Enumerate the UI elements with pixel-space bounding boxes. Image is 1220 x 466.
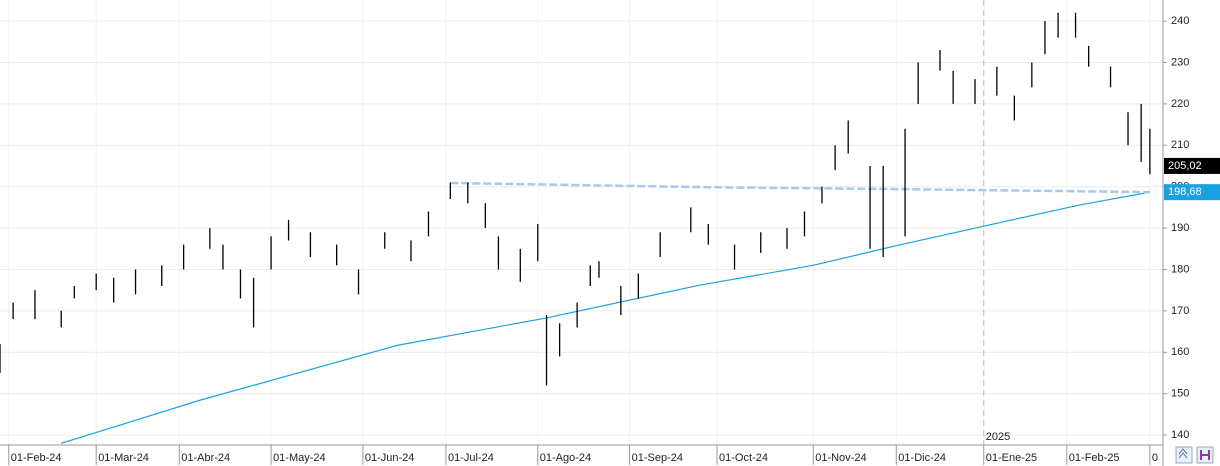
x-tick-label: 01-Jul-24 [448,452,494,464]
y-tick-label: 230 [1171,56,1189,68]
x-tick-label: 01-May-24 [273,452,326,464]
x-tick-label: 01-Jun-24 [365,452,415,464]
zoom-icon [1178,448,1188,459]
moving-average-line [61,191,1150,444]
y-tick-label: 220 [1171,98,1189,110]
y-tick-label: 190 [1171,222,1189,234]
h-icon [1200,450,1210,460]
year-label: 2025 [986,431,1010,443]
price-label-box [1164,157,1220,174]
price-label: 205,02 [1168,160,1202,172]
x-tick-label: 01-Sep-24 [632,452,683,464]
x-tick-label: 01-Oct-24 [719,452,768,464]
y-tick-label: 240 [1171,15,1189,27]
y-tick-label: 210 [1171,139,1189,151]
price-label-box [1164,184,1220,201]
x-tick-label: 01-Ago-24 [540,452,591,464]
x-tick-label: 01-Feb-25 [1069,452,1120,464]
x-tick-label: 0 [1152,452,1158,464]
x-tick-label: 01-Nov-24 [815,452,866,464]
x-tick-label: 01-Abr-24 [181,452,230,464]
x-tick-label: 01-Ene-25 [986,452,1037,464]
y-tick-label: 140 [1171,429,1189,441]
y-tick-label: 150 [1171,388,1189,400]
moving-average-line [450,181,1150,194]
y-tick-label: 180 [1171,263,1189,275]
price-label: 198,68 [1168,186,1202,198]
y-tick-label: 160 [1171,346,1189,358]
x-tick-label: 01-Mar-24 [98,452,149,464]
x-tick-label: 01-Dic-24 [898,452,946,464]
y-tick-label: 170 [1171,305,1189,317]
x-tick-label: 01-Feb-24 [11,452,62,464]
